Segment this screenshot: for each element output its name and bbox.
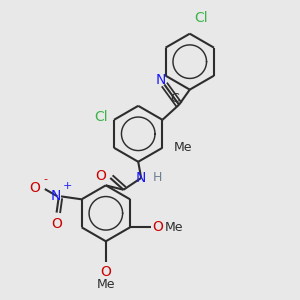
Text: Cl: Cl [94,110,108,124]
Text: Me: Me [165,221,183,234]
Text: O: O [152,220,163,234]
Text: H: H [152,172,162,184]
Text: N: N [51,189,61,203]
Text: Me: Me [97,278,115,291]
Text: N: N [136,171,146,185]
Text: O: O [51,217,62,231]
Text: Cl: Cl [194,11,208,25]
Text: Me: Me [174,141,193,154]
Text: N: N [156,73,166,87]
Text: C: C [170,92,179,105]
Text: -: - [44,174,48,184]
Text: O: O [95,169,106,183]
Text: O: O [100,266,111,279]
Text: O: O [29,181,40,194]
Text: +: + [62,181,72,191]
